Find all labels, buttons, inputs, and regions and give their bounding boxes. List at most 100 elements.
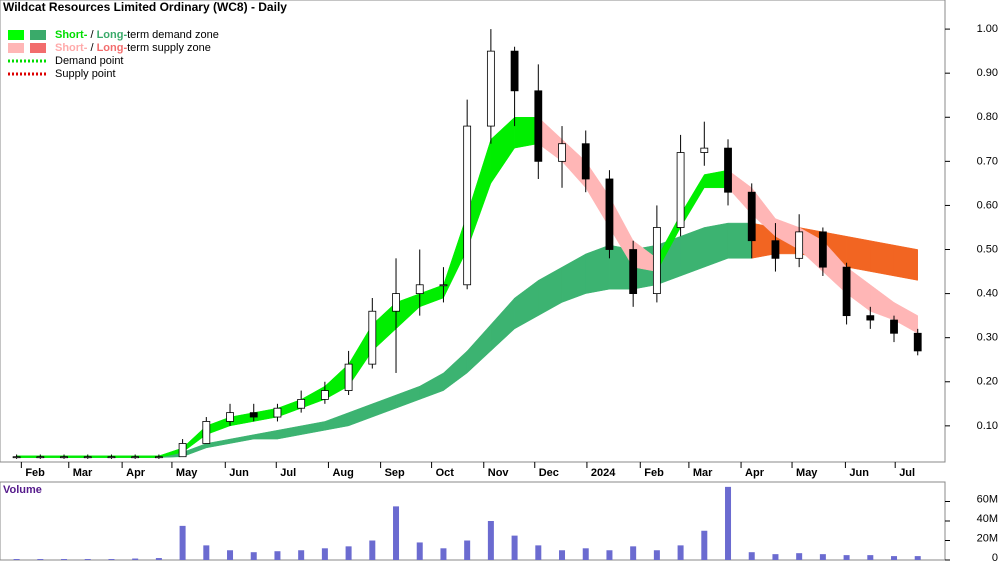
volume-bar [582,548,589,560]
legend-text-part: Long- [97,42,128,54]
candle-body [676,152,685,228]
legend-label: Supply point [55,68,116,80]
volume-bar [345,546,352,560]
x-tick-label: Sep [385,467,405,479]
volume-bar [796,553,803,560]
x-tick-label: Nov [488,467,510,479]
candle-body [83,456,92,459]
candle-body [202,421,211,444]
volume-bar [653,550,660,560]
volume-title: Volume [3,484,42,496]
legend-swatch [30,30,46,40]
candle-body [463,125,472,286]
legend-text-part: / [87,29,96,41]
y-tick-label: 0.90 [977,67,998,79]
volume-bar [559,550,566,560]
volume-bar [606,550,613,560]
candle-body [866,315,875,321]
x-tick-label: Apr [745,467,765,479]
volume-bar [440,548,447,560]
volume-bar [321,548,328,560]
volume-bar [701,530,708,560]
x-tick-label: Apr [126,467,146,479]
legend-text-part: Short- [55,42,88,54]
legend-label: Short- / Long-term demand zone [55,29,219,41]
candle-body [700,147,709,153]
volume-bar [819,554,826,560]
y-tick-label: 0.70 [977,155,998,167]
y-tick-label: 0.80 [977,111,998,123]
candle-body [320,390,329,400]
x-tick-label: 2024 [591,467,616,479]
candle-body [652,227,661,294]
legend-swatch [30,43,46,53]
candle-body [890,319,898,334]
volume-bar [155,558,162,560]
zone-band [680,227,705,277]
candle-body [818,231,827,268]
candle-body [558,143,566,162]
volume-bar [511,535,518,560]
volume-bar [748,552,755,560]
volume-bar [535,545,542,560]
candle-body [581,143,590,180]
x-tick-label: Aug [332,467,353,479]
y-tick-label: 20M [977,532,998,544]
zone-band [893,244,918,281]
candle-body [724,147,732,193]
y-tick-label: 0.50 [977,243,998,255]
volume-bar [630,546,637,560]
candle-body [605,178,614,250]
candle-body [913,332,922,352]
x-tick-label: Jul [899,467,915,479]
y-tick-label: 0.30 [977,332,998,344]
legend-text-part: / [87,42,96,54]
legend-swatch [8,30,24,40]
y-tick-label: 0.20 [977,376,998,388]
candle-body [12,456,21,459]
x-tick-label: May [796,467,818,479]
legend-text-part: Demand point [55,55,124,67]
candle-body [273,407,282,418]
volume-plot-frame [0,481,946,561]
volume-bar [677,545,684,560]
volume-bar [274,551,281,560]
candle-body [842,266,851,317]
volume-bar [37,559,44,560]
candle-body [178,443,187,458]
volume-bar [487,521,494,560]
x-tick-label: Jun [849,467,869,479]
x-tick-label: Jul [280,467,296,479]
volume-bar [61,559,68,560]
candle-body [415,284,424,294]
zone-band [846,235,871,272]
legend-text-part: term demand zone [127,29,219,41]
volume-bar [725,486,732,560]
volume-bar [914,556,921,560]
candle-body [771,240,780,259]
zone-band [585,244,610,294]
candle-body [629,249,638,294]
y-tick-label: 0.40 [977,288,998,300]
volume-bar [203,545,210,560]
volume-bar [227,550,234,560]
candle-body [297,399,306,409]
y-tick-label: 60M [977,493,998,505]
candle-body [249,412,258,418]
volume-bar [132,558,139,560]
x-tick-label: Mar [73,467,93,479]
volume-bar [13,559,20,560]
x-tick-label: Mar [693,467,713,479]
x-tick-label: Feb [644,467,664,479]
candle-body [36,456,45,459]
candle-body [344,363,353,391]
volume-bar [416,542,423,560]
candle-body [747,191,756,242]
volume-bar [369,540,376,560]
volume-bar [179,525,186,560]
volume-bar [891,556,898,560]
volume-bar [298,550,305,560]
candle-body [226,412,234,422]
